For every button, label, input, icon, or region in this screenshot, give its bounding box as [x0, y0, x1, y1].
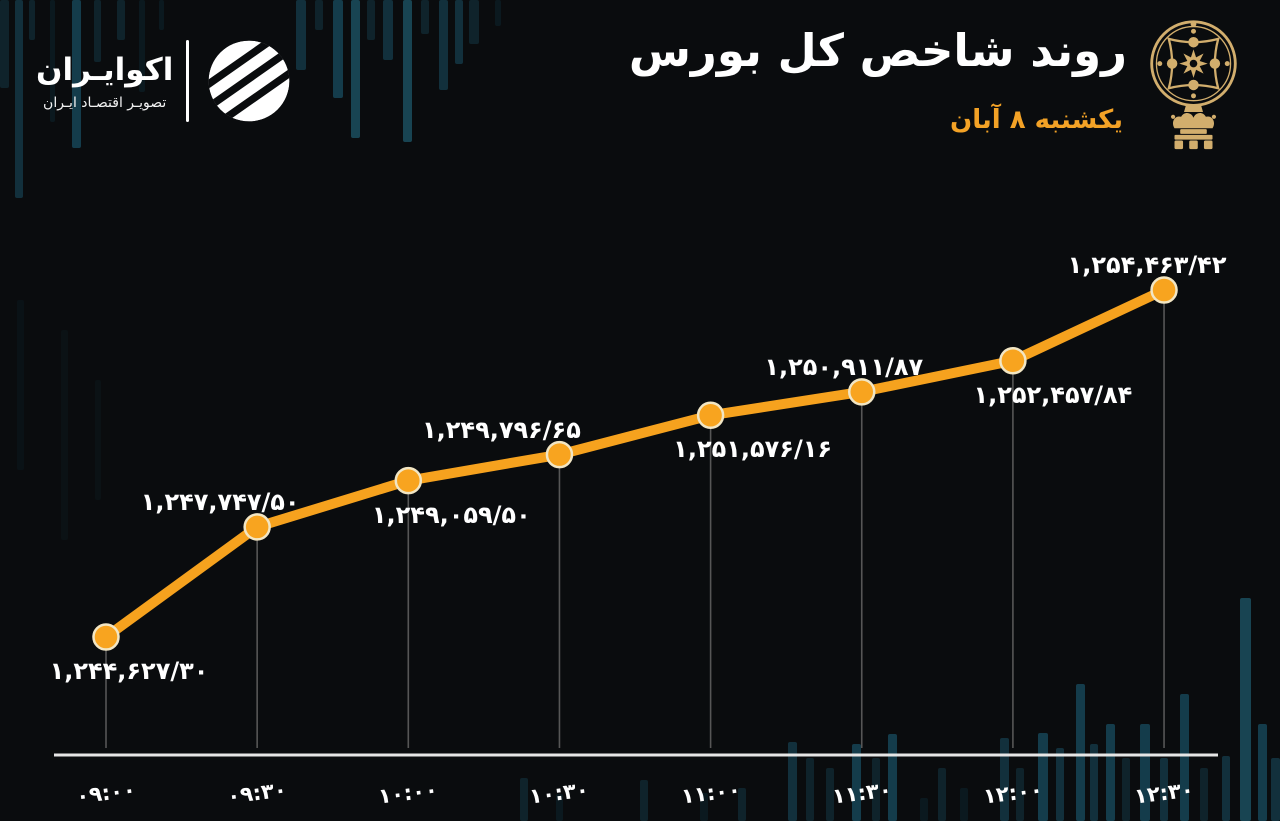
background-bar — [50, 0, 55, 122]
value-label: ۱,۲۴۷,۷۴۷/۵۰ — [140, 487, 300, 516]
background-bar — [72, 0, 81, 148]
brand-block: اکوایـران تصویـر اقتصـاد ایـران — [36, 34, 296, 128]
background-bar — [1016, 768, 1024, 821]
background-bar — [1122, 758, 1130, 821]
background-bar — [640, 780, 648, 821]
background-bar — [351, 0, 360, 138]
background-bar — [852, 744, 861, 821]
background-bar — [15, 0, 23, 198]
background-bar — [1240, 598, 1251, 821]
date-subtitle: یکشنبه ۸ آبان — [950, 105, 1123, 135]
background-bar — [1258, 724, 1267, 821]
background-bar — [1106, 724, 1115, 821]
background-bar — [1160, 758, 1168, 821]
background-bar — [296, 0, 306, 70]
data-point-marker — [92, 623, 120, 651]
value-label: ۱,۲۴۴,۶۲۷/۳۰ — [49, 657, 209, 685]
time-label: ۱۲:۰۰ — [981, 777, 1044, 809]
time-label: ۱۱:۰۰ — [679, 777, 742, 809]
background-bar — [117, 0, 125, 40]
background-bar — [469, 0, 479, 44]
background-bar — [383, 0, 393, 60]
value-label: ۱,۲۵۲,۴۵۷/۸۴ — [973, 380, 1133, 409]
background-bar — [1222, 756, 1230, 821]
background-bar — [1200, 768, 1208, 821]
background-bar — [1271, 758, 1280, 821]
time-label: ۱۰:۰۰ — [377, 777, 440, 809]
background-bar — [826, 768, 834, 821]
index-trend-line — [101, 285, 1170, 642]
background-bar — [61, 330, 68, 540]
background-bar — [333, 0, 343, 98]
data-point-marker — [696, 401, 725, 430]
background-bar — [367, 0, 375, 40]
background-bar — [556, 794, 563, 821]
background-bar — [1056, 748, 1064, 821]
background-bar — [0, 0, 9, 88]
background-bar — [17, 300, 24, 470]
background-bar — [403, 0, 412, 142]
background-bar — [920, 798, 928, 821]
page-title: روند شاخص کل بورس — [628, 24, 1127, 77]
value-label: ۱,۲۵۰,۹۱۱/۸۷ — [764, 352, 924, 381]
background-bar — [738, 788, 746, 821]
data-point-marker — [545, 440, 574, 469]
data-point-marker — [848, 378, 876, 406]
background-bar — [1140, 724, 1150, 821]
background-bar — [29, 0, 35, 40]
brand-text: اکوایـران تصویـر اقتصـاد ایـران — [36, 52, 173, 111]
background-bar — [1090, 744, 1098, 821]
background-bar — [159, 0, 164, 30]
background-bar — [788, 742, 797, 821]
background-bar — [888, 734, 897, 821]
data-point-marker — [243, 513, 271, 541]
data-point-marker — [999, 347, 1027, 375]
background-bar — [700, 793, 708, 821]
background-bar — [439, 0, 448, 90]
brand-tagline: تصویـر اقتصـاد ایـران — [43, 94, 167, 111]
brand-separator — [186, 40, 190, 122]
bourse-emblem-icon — [1150, 20, 1237, 150]
time-label: ۱۱:۳۰ — [830, 777, 893, 809]
data-point-marker — [394, 466, 423, 495]
background-bar — [1076, 684, 1085, 821]
time-label: ۱۲:۳۰ — [1132, 777, 1196, 809]
background-bar — [94, 0, 101, 62]
background-bar — [1180, 694, 1189, 821]
background-bar — [455, 0, 463, 64]
background-bar — [1038, 733, 1048, 821]
background-bar — [421, 0, 429, 34]
background-bar — [938, 768, 946, 821]
value-label: ۱,۲۴۹,۷۹۶/۶۵ — [422, 415, 581, 444]
brand-name: اکوایـران — [36, 51, 174, 88]
background-bar — [495, 0, 501, 26]
time-label: ۰۹:۰۰ — [74, 777, 138, 809]
data-point-marker — [1150, 276, 1178, 304]
background-bar — [872, 758, 880, 821]
time-label: ۰۹:۳۰ — [226, 777, 289, 809]
background-bar — [315, 0, 323, 30]
background-bar — [1000, 738, 1009, 821]
value-label: ۱,۲۴۹,۰۵۹/۵۰ — [371, 500, 531, 529]
background-bar — [520, 778, 528, 821]
background-bar — [95, 380, 101, 500]
background-bar — [806, 758, 814, 821]
background-bar — [139, 0, 145, 92]
ecoiran-logo-icon — [208, 40, 290, 122]
background-bar — [960, 788, 968, 821]
time-label: ۱۰:۳۰ — [528, 777, 591, 809]
value-label: ۱,۲۵۱,۵۷۶/۱۶ — [673, 435, 833, 464]
value-label: ۱,۲۵۴,۴۶۳/۴۲ — [1067, 251, 1227, 279]
